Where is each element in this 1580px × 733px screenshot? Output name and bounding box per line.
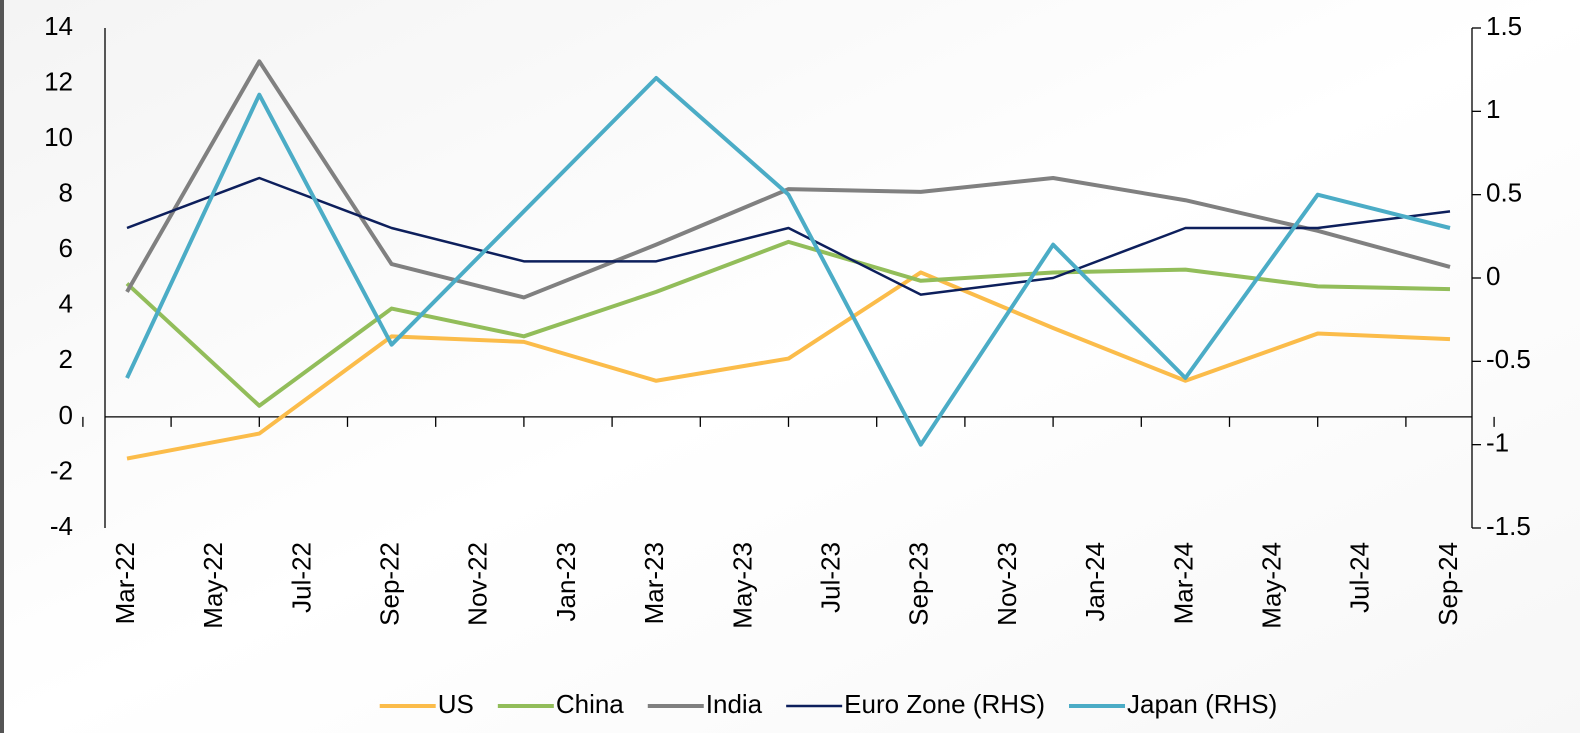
y-tick-label: 8 [59,178,73,208]
legend-label: US [438,689,474,719]
y2-tick-label: -0.5 [1486,344,1531,374]
y-tick-label: 10 [44,122,73,152]
legend-label: China [556,689,624,719]
y-tick-label: 4 [59,289,73,319]
x-tick-label: Nov-23 [992,542,1022,626]
x-tick-label: May-22 [198,542,228,629]
series-line [125,239,1451,408]
y-tick-label: 0 [59,400,73,430]
y-tick-label: -2 [50,455,73,485]
series-line [125,76,1451,447]
legend-label: Euro Zone (RHS) [844,689,1045,719]
series-line [125,59,1451,300]
x-tick-label: Mar-24 [1168,542,1198,624]
y-tick-label: 14 [44,11,73,41]
x-tick-label: May-23 [727,542,757,629]
x-tick-label: Nov-22 [463,542,493,626]
x-tick-label: Mar-23 [639,542,669,624]
y2-tick-label: -1 [1486,428,1509,458]
series-line [126,270,1451,461]
y-tick-label: -4 [50,511,73,541]
y2-tick-label: 1 [1486,94,1500,124]
x-tick-label: Sep-24 [1433,542,1463,626]
series-line [126,176,1451,296]
y-tick-label: 2 [59,344,73,374]
x-tick-label: Jul-22 [286,542,316,613]
x-tick-label: Sep-22 [374,542,404,626]
y2-tick-label: 0 [1486,261,1500,291]
y2-tick-label: 0.5 [1486,178,1522,208]
edge [0,0,4,733]
x-tick-label: Jul-24 [1345,542,1375,613]
x-tick-label: Mar-22 [110,542,140,624]
x-tick-label: May-24 [1256,542,1286,629]
x-tick-label: Jan-23 [551,542,581,622]
legend-label: India [706,689,763,719]
legend-label: Japan (RHS) [1127,689,1277,719]
y2-tick-label: 1.5 [1486,11,1522,41]
y-tick-label: 6 [59,233,73,263]
x-tick-label: Sep-23 [904,542,934,626]
y-tick-label: 12 [44,66,73,96]
y2-tick-label: -1.5 [1486,511,1531,541]
x-tick-label: Jan-24 [1080,542,1110,622]
x-tick-label: Jul-23 [815,542,845,613]
